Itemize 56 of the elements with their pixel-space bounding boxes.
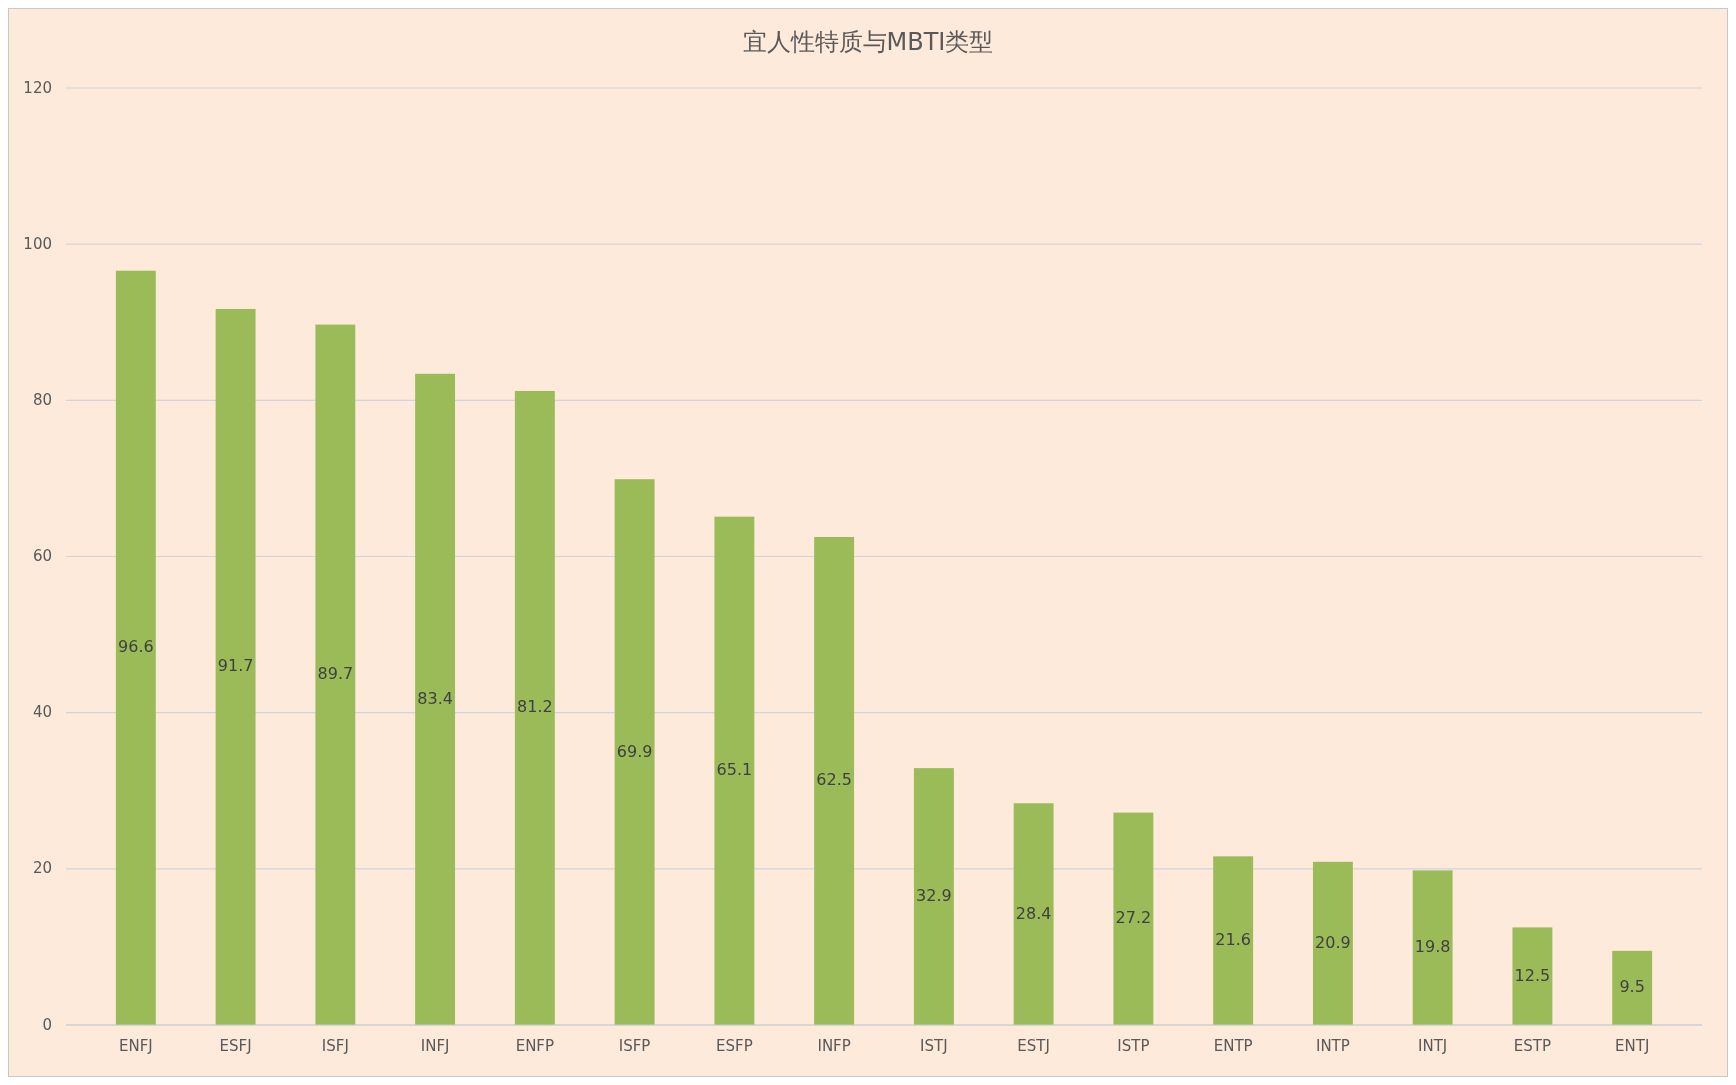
x-tick-label: INFJ [420,1037,450,1055]
data-label: 27.2 [1115,908,1152,928]
bar [514,390,555,1025]
x-tick-label: ISTJ [920,1037,948,1055]
data-label: 62.5 [816,770,852,790]
bar [614,479,655,1025]
bar [215,308,256,1025]
data-label: 69.9 [616,741,653,761]
data-label: 83.4 [417,688,453,708]
x-tick-label: ISTP [1117,1037,1150,1055]
bar [913,768,954,1025]
data-label: 96.6 [118,637,154,657]
x-tick-label: ENTP [1213,1037,1253,1055]
bar [1312,861,1353,1025]
bar [714,516,755,1025]
bar [415,373,456,1025]
data-label: 21.6 [1215,930,1251,950]
y-tick-label: 120 [23,78,52,97]
bar [1013,803,1054,1025]
bar [1512,927,1553,1025]
y-tick-label: 40 [32,703,52,722]
y-tick-label: 60 [32,547,52,565]
data-label: 20.9 [1315,932,1351,952]
y-tick-label: 100 [23,234,52,253]
bar [1612,950,1653,1025]
y-tick-label: 0 [42,1015,52,1034]
data-label: 12.5 [1514,965,1551,985]
x-tick-label: ISFP [618,1037,651,1055]
x-tick-label: ESTJ [1017,1037,1050,1055]
x-tick-label: ESTP [1513,1037,1552,1055]
data-label: 81.2 [517,697,553,717]
x-tick-label: ENFJ [118,1037,153,1055]
x-tick-label: ENFP [515,1037,555,1055]
bar [115,270,156,1025]
x-tick-label: ESFP [716,1037,753,1055]
x-tick-label: INTP [1315,1037,1350,1055]
data-label: 28.4 [1015,903,1052,923]
data-label: 19.8 [1414,937,1451,957]
data-label: 89.7 [317,664,354,684]
bar [1113,812,1154,1025]
bar [1213,856,1254,1025]
data-label: 65.1 [716,760,753,780]
x-tick-label: ISFJ [321,1037,349,1055]
y-tick-label: 80 [32,390,52,409]
x-tick-label: INFP [817,1037,851,1055]
data-label: 32.9 [916,886,952,906]
x-tick-label: ESFJ [219,1037,252,1055]
bar [814,536,855,1025]
x-tick-label: ENTJ [1615,1037,1650,1055]
data-label: 9.5 [1619,977,1645,997]
chart-title: 宜人性特质与MBTI类型 [742,28,994,56]
data-label: 91.7 [217,656,254,676]
bar [315,324,356,1025]
y-tick-label: 20 [32,859,52,878]
bar [1412,870,1453,1025]
x-tick-label: INTJ [1418,1037,1448,1055]
